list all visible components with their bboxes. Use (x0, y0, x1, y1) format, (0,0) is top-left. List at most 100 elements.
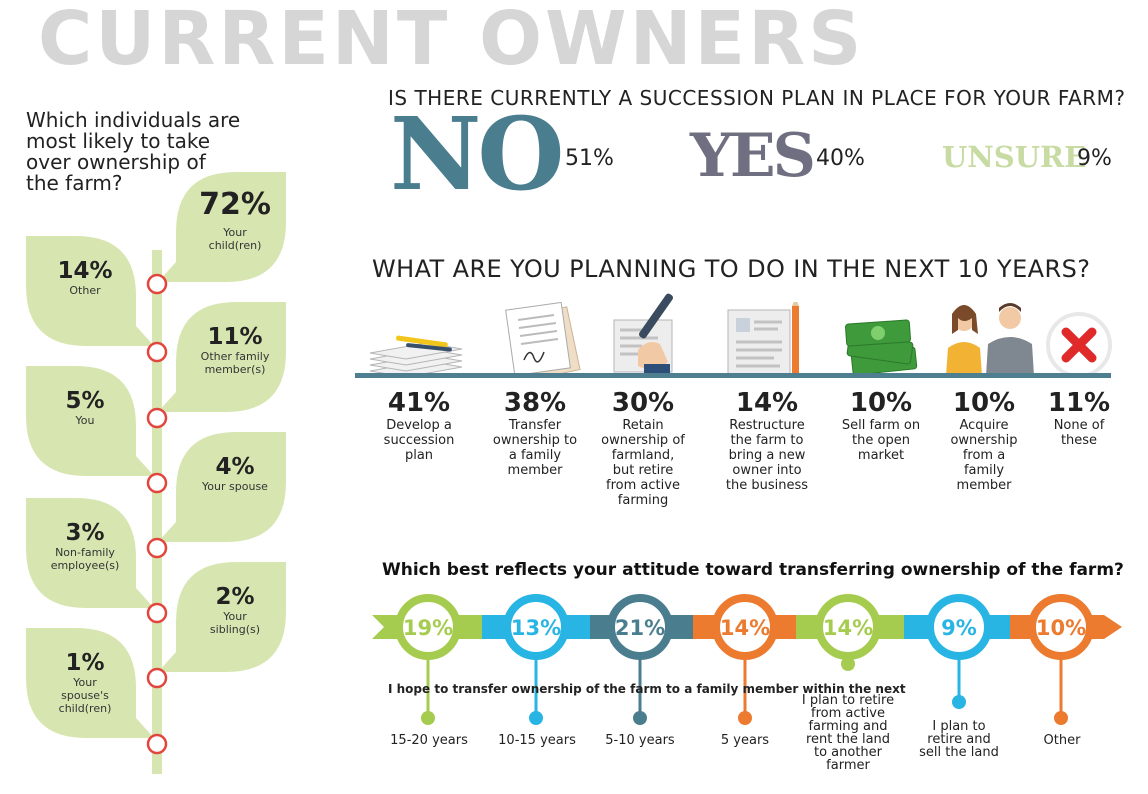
timeline-notch (366, 615, 384, 639)
no-answer-pct: 51% (565, 146, 614, 171)
plan-pct: 11% (1047, 388, 1111, 418)
plan-pct: 30% (611, 388, 675, 418)
plan-item: 30% Retain ownership of farmland, but re… (578, 388, 708, 508)
timeline-dot (738, 711, 752, 725)
plan-item: 14% Restructure the farm to bring a new … (702, 388, 832, 493)
leaf-shape (26, 236, 154, 346)
leaf-shape (26, 628, 154, 738)
unsure-answer-pct: 9% (1077, 146, 1112, 171)
timeline-dot (1054, 711, 1068, 725)
attitude-label: 5-10 years (605, 733, 675, 748)
timeline-dot (633, 711, 647, 725)
leaf-pct: 5% (65, 388, 104, 414)
attitude-label: I plan to retire from active farming and… (801, 693, 895, 773)
timeline-pct: 13% (511, 616, 561, 640)
plan-label: Sell farm on the open market (841, 418, 921, 463)
timeline-circle (1028, 594, 1094, 660)
leaf-label: Your (72, 676, 97, 689)
plan-pct: 14% (735, 388, 799, 418)
leaf-label: Your spouse (201, 480, 268, 493)
signed-document-icon (505, 302, 581, 378)
leaf-pct: 14% (57, 258, 112, 284)
leaf-shape (158, 172, 286, 282)
tree-node-ring (146, 341, 168, 363)
timeline-circle (503, 594, 569, 660)
leaf-pct: 72% (199, 187, 271, 222)
successors-question: Which individuals are most likely to tak… (26, 108, 241, 195)
timeline-pct: 14% (720, 616, 770, 640)
plan-item: 41% Develop a succession plan (354, 388, 484, 463)
timeline-circle (607, 594, 673, 660)
leaf-shape (158, 562, 286, 672)
plan-pct: 10% (849, 388, 913, 418)
timeline-pct: 10% (1036, 616, 1086, 640)
tree-node-ring (146, 537, 168, 559)
plan-label: Develop a succession plan (383, 418, 455, 463)
page-title: CURRENT OWNERS (38, 0, 865, 82)
yes-answer-word: YES (690, 121, 816, 191)
tree-node-ring (146, 472, 168, 494)
leaf-shape (26, 498, 154, 608)
timeline-pct: 14% (823, 616, 873, 640)
plans-question: WHAT ARE YOU PLANNING TO DO IN THE NEXT … (372, 255, 1091, 283)
plan-label: Transfer ownership to a family member (492, 418, 578, 478)
timeline-pct: 21% (615, 616, 665, 640)
plan-item: 10% Acquire ownership from a family memb… (919, 388, 1049, 493)
plan-label: Acquire ownership from a family member (950, 418, 1018, 493)
timeline-circle (926, 594, 992, 660)
leaf-shape (158, 432, 286, 542)
timeline-dot (952, 695, 966, 709)
timeline-dot (529, 711, 543, 725)
succession-question: IS THERE CURRENTLY A SUCCESSION PLAN IN … (388, 86, 1126, 110)
leaf-label: Your (222, 610, 247, 623)
plans-baseline (355, 373, 1111, 378)
attitude-label: 15-20 years (390, 733, 468, 748)
hand-signing-icon (613, 293, 674, 376)
attitude-sentence: I hope to transfer ownership of the farm… (388, 682, 906, 696)
plan-pct: 38% (503, 388, 567, 418)
timeline-dot (421, 711, 435, 725)
people-icon (946, 303, 1034, 376)
leaf-label: Your (222, 226, 247, 239)
timeline-dot (841, 657, 855, 671)
no-answer-word: NO (390, 95, 565, 213)
plan-label: Restructure the farm to bring a new owne… (725, 418, 809, 493)
unsure-answer-word: UNSURE (942, 140, 1087, 174)
tree-node-ring (146, 273, 168, 295)
leaf-pct: 2% (215, 584, 254, 610)
attitude-label: Other (1043, 733, 1081, 748)
timeline-circle (395, 594, 461, 660)
leaf-pct: 4% (215, 454, 254, 480)
leaf-label: employee(s) (51, 559, 120, 572)
tree-node-ring (146, 667, 168, 689)
leaf-label: Non-family (55, 546, 115, 559)
timeline-pct: 9% (941, 616, 977, 640)
tree-node-ring (146, 733, 168, 755)
leaf-pct: 11% (207, 324, 262, 350)
leaf-label: Other (69, 284, 101, 297)
tree-node-ring (146, 602, 168, 624)
leaf-label: spouse's (61, 689, 109, 702)
plan-item: 38% Transfer ownership to a family membe… (470, 388, 600, 478)
attitude-label: I plan to retire and sell the land (919, 719, 999, 760)
leaf-label: child(ren) (59, 702, 112, 715)
timeline-arrow (1104, 615, 1122, 639)
timeline-circle (815, 594, 881, 660)
plan-label: Retain ownership of farmland, but retire… (601, 418, 685, 508)
leaf-label: Other family (201, 350, 270, 363)
timeline-pct: 19% (403, 616, 453, 640)
leaf-label: member(s) (205, 363, 266, 376)
attitude-label: 10-15 years (498, 733, 576, 748)
attitude-question: Which best reflects your attitude toward… (382, 560, 1124, 580)
timeline-circle (712, 594, 778, 660)
leaf-label: child(ren) (209, 239, 262, 252)
x-mark-icon (1046, 312, 1112, 378)
leaf-shape (26, 366, 154, 476)
leaf-label: You (75, 414, 95, 427)
plan-item: 11% None of these (1014, 388, 1144, 448)
yes-answer-pct: 40% (816, 146, 865, 171)
attitude-label: 5 years (720, 733, 770, 748)
plan-pct: 41% (387, 388, 451, 418)
money-stack-icon (845, 319, 918, 376)
